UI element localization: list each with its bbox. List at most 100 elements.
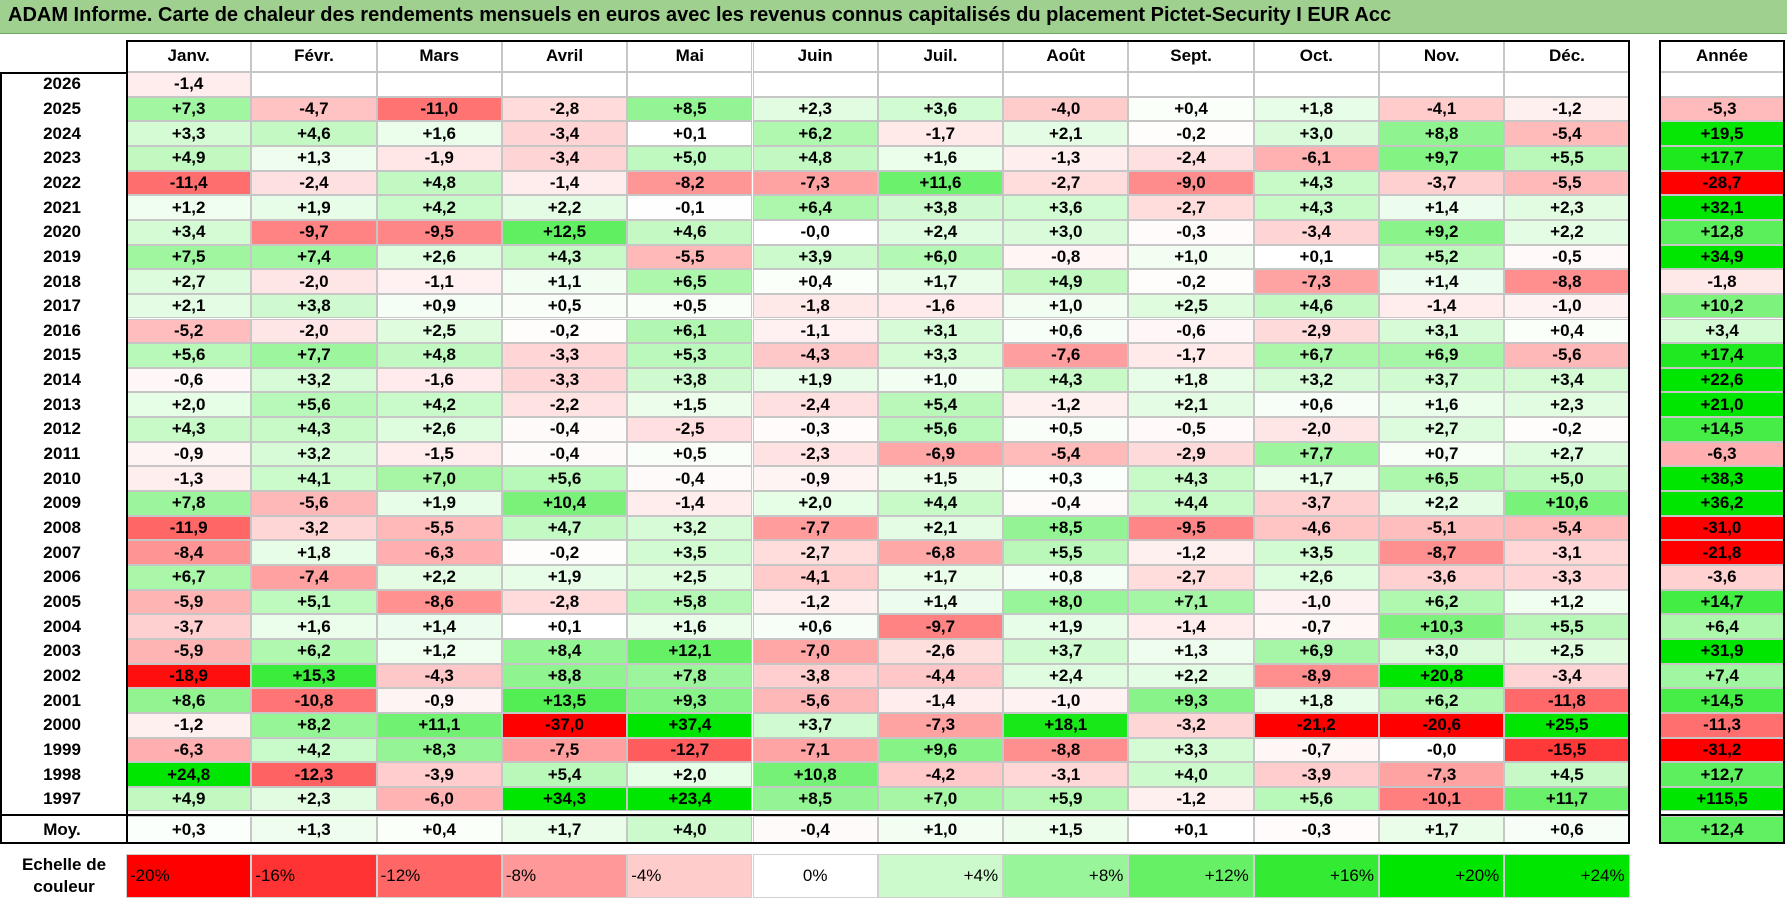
heatmap-cell: +4,9 [1003, 269, 1129, 294]
year-label: 2025 [2, 96, 122, 122]
heatmap-cell: -3,3 [1504, 565, 1630, 590]
heatmap-cell: +3,0 [1379, 638, 1505, 664]
year-label: 2001 [2, 688, 122, 713]
heatmap-cell: +0,3 [1003, 466, 1129, 492]
annual-cell: -21,8 [1659, 540, 1785, 565]
heatmap-cell: +6,7 [1253, 343, 1379, 368]
heatmap-cell: +1,6 [251, 614, 377, 639]
heatmap-cell: -5,5 [1504, 170, 1630, 196]
heatmap-cell: +4,3 [501, 244, 628, 270]
month-header: Janv. [126, 40, 252, 72]
heatmap-cell: -1,3 [1003, 145, 1129, 171]
heatmap-cell: -1,8 [752, 293, 878, 319]
heatmap-cell: +2,0 [126, 392, 252, 418]
heatmap-cell: +3,5 [1253, 540, 1379, 565]
heatmap-cell: -3,6 [1379, 565, 1505, 590]
heatmap-cell: +3,2 [251, 441, 377, 467]
heatmap-cell: +1,7 [877, 269, 1004, 294]
heatmap-cell: +4,4 [1128, 491, 1254, 516]
heatmap-cell: +0,6 [752, 614, 878, 639]
heatmap-cell: -1,7 [877, 121, 1004, 146]
heatmap-cell: -9,5 [1128, 515, 1254, 541]
heatmap-cell: -1,2 [1128, 540, 1254, 565]
heatmap-cell: +7,7 [251, 343, 377, 368]
heatmap-cell: -7,3 [1379, 762, 1505, 787]
heatmap-cell: -0,9 [126, 441, 252, 467]
heatmap-cell: +3,0 [1003, 219, 1129, 245]
heatmap-cell: -0,2 [1128, 269, 1254, 294]
annual-cell: +14,5 [1659, 688, 1785, 713]
month-header: Sept. [1128, 40, 1254, 72]
heatmap-cell: +2,7 [1379, 417, 1505, 442]
average-cell: +1,7 [1379, 815, 1505, 844]
annual-cell: +17,7 [1659, 145, 1785, 171]
heatmap-cell: +1,4 [1379, 269, 1505, 294]
heatmap-cell: -4,3 [376, 663, 502, 689]
heatmap-cell: -4,6 [1253, 515, 1379, 541]
heatmap-cell: -3,9 [1253, 762, 1379, 787]
heatmap-cell: -8,9 [1253, 663, 1379, 689]
heatmap-cell: +1,1 [501, 269, 628, 294]
heatmap-cell: -3,3 [501, 367, 628, 393]
heatmap-cell: +7,4 [251, 244, 377, 270]
heatmap-cell: -6,9 [877, 441, 1004, 467]
heatmap-cell: -1,2 [1128, 786, 1254, 812]
annual-cell: +21,0 [1659, 392, 1785, 418]
year-label: 2019 [2, 244, 122, 270]
heatmap-cell: -0,1 [627, 195, 753, 220]
heatmap-cell: +8,5 [752, 786, 878, 812]
annual-cell: -5,3 [1659, 96, 1785, 122]
heatmap-cell: +2,3 [251, 786, 377, 812]
heatmap-cell: +8,4 [501, 638, 628, 664]
heatmap-cell: +1,7 [1253, 466, 1379, 492]
heatmap-cell: +1,9 [752, 367, 878, 393]
heatmap-cell: -37,0 [501, 712, 628, 738]
heatmap-cell: -9,7 [251, 219, 377, 245]
heatmap-cell: -1,6 [877, 293, 1004, 319]
year-label: 2013 [2, 392, 122, 418]
year-label: 2002 [2, 663, 122, 689]
heatmap-cell: +4,3 [1003, 367, 1129, 393]
year-label: 2007 [2, 540, 122, 565]
heatmap-cell: +5,6 [126, 343, 252, 368]
heatmap-cell: -7,0 [752, 638, 878, 664]
heatmap-cell: +3,6 [1003, 195, 1129, 220]
heatmap-cell: -4,3 [752, 343, 878, 368]
average-cell: +1,7 [501, 815, 628, 844]
heatmap-cell: +2,1 [1003, 121, 1129, 146]
heatmap-cell: +34,3 [501, 786, 628, 812]
heatmap-cell: +3,0 [1253, 121, 1379, 146]
heatmap-cell: -10,1 [1379, 786, 1505, 812]
heatmap-cell: +8,3 [376, 737, 502, 763]
heatmap-cell: -9,5 [376, 219, 502, 245]
annual-cell: +14,5 [1659, 417, 1785, 442]
average-cell: +4,0 [627, 815, 753, 844]
heatmap-cell: +0,5 [1003, 417, 1129, 442]
heatmap-cell: +0,1 [1253, 244, 1379, 270]
heatmap-cell: +2,2 [501, 195, 628, 220]
heatmap-cell: +2,3 [1504, 392, 1630, 418]
heatmap-cell: -3,4 [1504, 663, 1630, 689]
heatmap-cell: +3,2 [627, 515, 753, 541]
heatmap-cell: +6,5 [627, 269, 753, 294]
heatmap-cell: +6,2 [251, 638, 377, 664]
heatmap-cell [376, 72, 502, 97]
year-label: 2016 [2, 318, 122, 344]
heatmap-cell: +1,3 [251, 145, 377, 171]
heatmap-cell: +0,1 [501, 614, 628, 639]
annual-cell: +34,9 [1659, 244, 1785, 270]
heatmap-cell: -1,4 [877, 688, 1004, 713]
heatmap-cell: +1,2 [126, 195, 252, 220]
heatmap-cell: -1,4 [126, 72, 252, 97]
heatmap-cell: -11,0 [376, 96, 502, 122]
legend-swatch: -12% [376, 854, 502, 898]
heatmap-cell: -11,8 [1504, 688, 1630, 713]
heatmap-cell: -5,9 [126, 638, 252, 664]
heatmap-cell: +2,0 [752, 491, 878, 516]
heatmap-cell: +3,2 [1253, 367, 1379, 393]
heatmap-cell: -5,4 [1504, 121, 1630, 146]
heatmap-cell: +3,7 [752, 712, 878, 738]
heatmap-cell: +1,9 [251, 195, 377, 220]
heatmap-cell: +2,2 [376, 565, 502, 590]
heatmap-cell: +4,5 [1504, 762, 1630, 787]
